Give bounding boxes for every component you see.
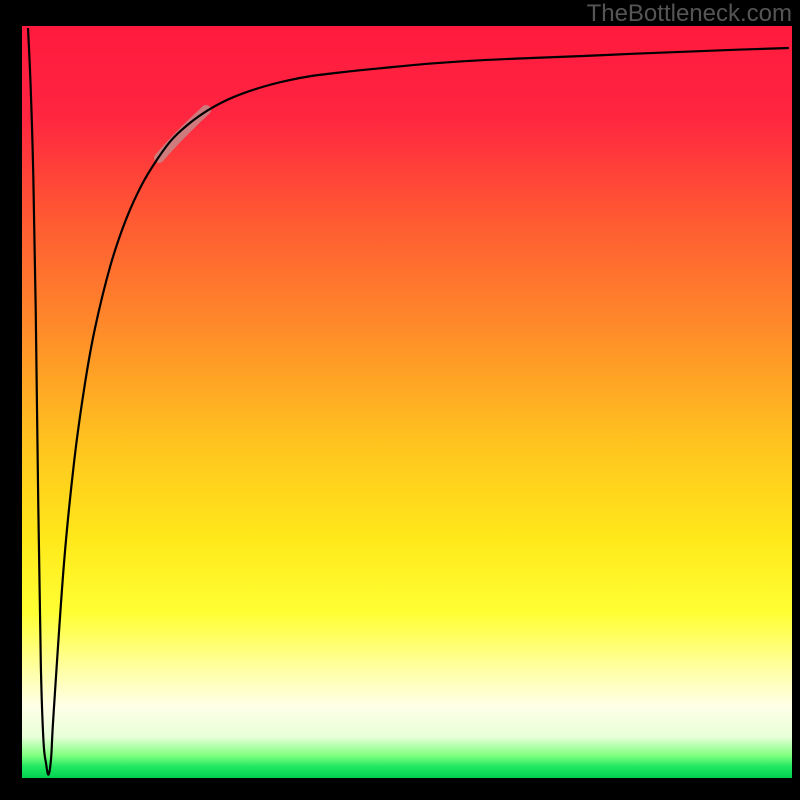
chart-container: TheBottleneck.com [0,0,800,800]
plot-area [22,26,792,778]
watermark-text: TheBottleneck.com [587,0,792,28]
gradient-background [22,26,792,778]
